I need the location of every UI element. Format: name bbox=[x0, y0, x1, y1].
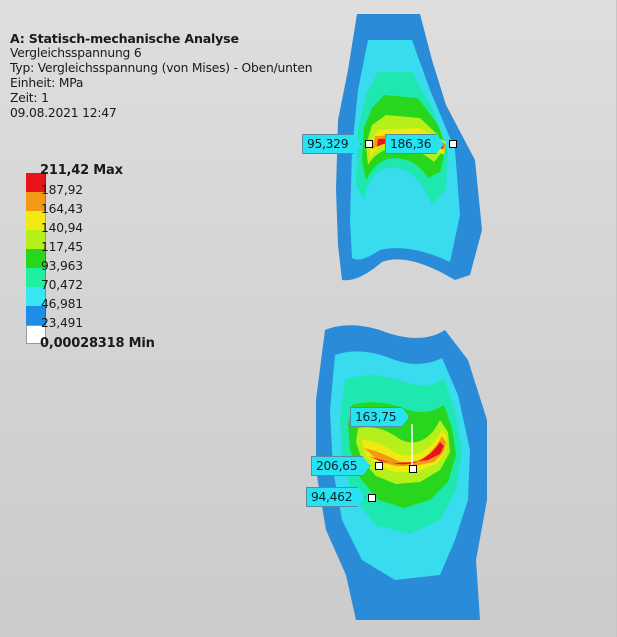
probe-label-upper-right[interactable]: 186,36 bbox=[385, 134, 444, 154]
probe-marker-upper-right[interactable] bbox=[449, 140, 457, 148]
analysis-title: A: Statisch-mechanische Analyse bbox=[10, 31, 239, 46]
legend-level-2: 164,43 bbox=[41, 202, 83, 216]
legend-level-1: 187,92 bbox=[41, 183, 83, 197]
probe-marker-upper-left[interactable] bbox=[365, 140, 373, 148]
legend-swatch-yellow bbox=[26, 211, 46, 230]
legend-swatch-red bbox=[26, 173, 46, 192]
probe-label-lower-top[interactable]: 163,75 bbox=[350, 407, 409, 427]
probe-marker-lower-bottom[interactable] bbox=[368, 494, 376, 502]
legend-swatch-yellowgreen bbox=[26, 230, 46, 249]
legend-min-label: 0,00028318 Min bbox=[40, 336, 155, 351]
result-unit: Einheit: MPa bbox=[10, 76, 84, 90]
legend-swatch-green bbox=[26, 249, 46, 268]
lower-band-red bbox=[368, 442, 444, 465]
legend-level-6: 70,472 bbox=[41, 278, 83, 292]
result-time: Zeit: 1 bbox=[10, 91, 49, 105]
result-info-block: A: Statisch-mechanische Analyse Vergleic… bbox=[10, 31, 313, 121]
legend-level-7: 46,981 bbox=[41, 297, 83, 311]
legend-level-4: 117,45 bbox=[41, 240, 83, 254]
legend-max-label: 211,42 Max bbox=[40, 163, 123, 178]
result-date: 09.08.2021 12:47 bbox=[10, 106, 117, 120]
legend-swatch-lightblue bbox=[26, 287, 46, 306]
upper-part-contour bbox=[336, 14, 482, 281]
probe-label-lower-mid[interactable]: 206,65 bbox=[311, 456, 370, 476]
probe-label-lower-bottom[interactable]: 94,462 bbox=[306, 487, 365, 507]
probe-label-upper-left[interactable]: 95,329 bbox=[302, 134, 361, 154]
legend-level-3: 140,94 bbox=[41, 221, 83, 235]
result-name: Vergleichsspannung 6 bbox=[10, 46, 142, 60]
legend-swatch-blue bbox=[26, 306, 46, 325]
legend-level-8: 23,491 bbox=[41, 316, 83, 330]
probe-marker-lower-mid[interactable] bbox=[375, 462, 383, 470]
legend-swatch-white bbox=[26, 325, 46, 344]
probe-marker-lower-top[interactable] bbox=[409, 465, 417, 473]
legend-swatch-cyan bbox=[26, 268, 46, 287]
legend-swatch-orange bbox=[26, 192, 46, 211]
result-type: Typ: Vergleichsspannung (von Mises) - Ob… bbox=[10, 61, 313, 75]
legend-level-5: 93,963 bbox=[41, 259, 83, 273]
